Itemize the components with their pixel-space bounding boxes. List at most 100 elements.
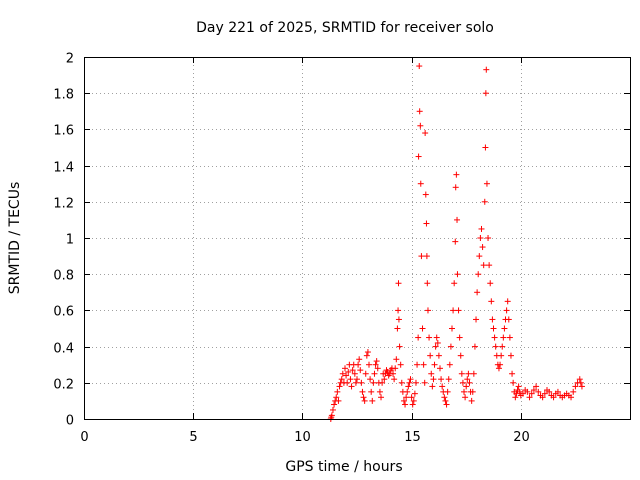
y-tick-label: 0	[66, 414, 74, 429]
chart-title: Day 221 of 2025, SRMTID for receiver sol…	[196, 20, 494, 36]
data-point	[466, 379, 473, 386]
data-point	[541, 390, 548, 397]
data-point	[434, 339, 441, 346]
data-point	[456, 334, 463, 341]
data-point	[352, 379, 359, 386]
data-point	[402, 401, 409, 408]
data-point	[515, 383, 522, 390]
y-tick-label: 2	[66, 52, 74, 67]
data-point	[481, 198, 488, 205]
data-point	[436, 365, 443, 372]
data-points	[327, 63, 585, 422]
data-point	[395, 280, 402, 287]
data-point	[433, 334, 440, 341]
data-point	[495, 365, 502, 372]
data-point	[424, 307, 431, 314]
data-point	[524, 388, 531, 395]
data-point	[568, 394, 575, 401]
data-point	[445, 376, 452, 383]
data-point	[408, 394, 415, 401]
data-point	[371, 370, 378, 377]
data-point	[391, 376, 398, 383]
data-point	[423, 253, 430, 260]
data-point	[473, 316, 480, 323]
data-point	[333, 394, 340, 401]
data-point	[471, 343, 478, 350]
data-point	[457, 352, 464, 359]
data-point	[366, 361, 373, 368]
data-point	[345, 368, 352, 375]
data-point	[483, 66, 490, 73]
data-point	[550, 394, 557, 401]
data-point	[500, 334, 507, 341]
data-point	[381, 376, 388, 383]
data-point	[454, 271, 461, 278]
data-point	[492, 343, 499, 350]
data-point	[533, 383, 540, 390]
data-point	[465, 370, 472, 377]
data-point	[447, 343, 454, 350]
data-point	[395, 316, 402, 323]
data-point	[370, 379, 377, 386]
data-point	[421, 379, 428, 386]
data-point	[429, 383, 436, 390]
data-point	[458, 370, 465, 377]
data-point	[441, 394, 448, 401]
data-point	[501, 325, 508, 332]
data-point	[416, 63, 423, 70]
data-point	[516, 388, 523, 395]
data-point	[530, 387, 537, 394]
data-point	[334, 388, 341, 395]
data-point	[486, 262, 493, 269]
data-point	[504, 298, 511, 305]
y-tick-label: 0.6	[53, 305, 74, 320]
data-point	[488, 298, 495, 305]
data-point	[368, 388, 375, 395]
data-point	[450, 307, 457, 314]
data-point	[378, 394, 385, 401]
data-point	[390, 370, 397, 377]
plot-frame	[84, 57, 631, 420]
data-point	[415, 334, 422, 341]
data-point	[482, 144, 489, 151]
y-tick-label: 1.6	[53, 124, 74, 139]
data-point	[361, 397, 368, 404]
data-point	[482, 90, 489, 97]
data-point	[344, 379, 351, 386]
data-point	[398, 379, 405, 386]
data-point	[355, 361, 362, 368]
y-tick-label: 0.2	[53, 378, 74, 393]
data-point	[372, 361, 379, 368]
y-tick-label: 0.4	[53, 342, 74, 357]
data-point	[485, 235, 492, 241]
data-point	[546, 388, 553, 395]
data-point	[539, 394, 546, 401]
data-point	[535, 388, 542, 395]
data-point	[410, 397, 417, 404]
data-point	[400, 397, 407, 404]
data-point	[519, 390, 526, 397]
x-tick-label: 20	[513, 430, 530, 445]
y-tick-label: 1.4	[53, 161, 74, 176]
data-point	[463, 383, 470, 390]
data-point	[452, 238, 459, 245]
data-point	[364, 349, 371, 356]
data-point	[358, 379, 365, 386]
data-point	[455, 307, 462, 314]
data-point	[376, 388, 383, 395]
data-point	[351, 370, 358, 377]
data-point	[405, 383, 412, 390]
data-point	[469, 388, 476, 395]
data-point	[341, 365, 348, 372]
data-point	[454, 216, 461, 223]
data-point	[418, 253, 425, 260]
data-point	[432, 343, 439, 350]
data-point	[356, 356, 363, 363]
data-point	[577, 379, 584, 386]
data-point	[394, 325, 401, 332]
y-tick-label: 1.8	[53, 88, 74, 103]
data-point	[446, 361, 453, 368]
data-point	[512, 394, 519, 401]
data-point	[360, 394, 367, 401]
data-point	[392, 365, 399, 372]
